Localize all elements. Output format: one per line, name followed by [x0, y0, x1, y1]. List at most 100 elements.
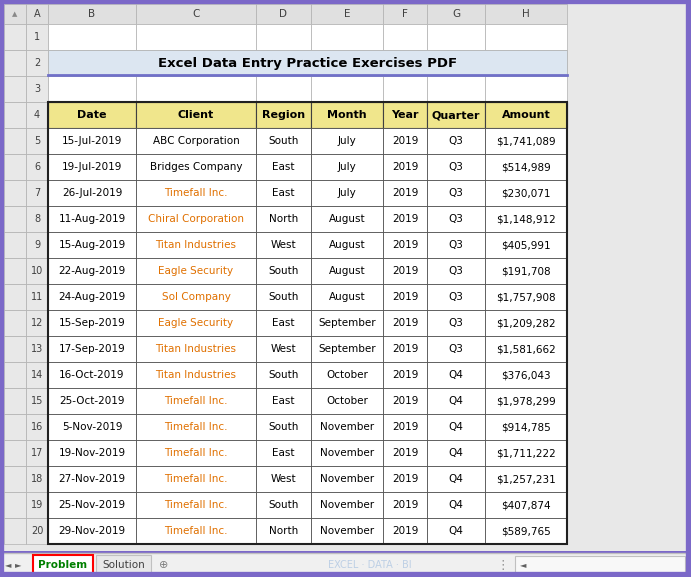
Bar — [383, 388, 427, 414]
Text: 1: 1 — [34, 32, 40, 42]
Bar — [485, 414, 567, 440]
Bar — [26, 258, 48, 284]
Bar — [4, 466, 26, 492]
Text: November: November — [320, 526, 374, 536]
Bar — [485, 258, 567, 284]
Bar — [4, 284, 26, 310]
Bar — [311, 206, 383, 232]
Bar — [485, 284, 567, 310]
Text: 3: 3 — [34, 84, 40, 94]
Text: October: October — [326, 396, 368, 406]
Bar — [26, 310, 48, 336]
Bar — [48, 128, 136, 154]
Bar — [136, 310, 256, 336]
Text: East: East — [272, 396, 295, 406]
Bar — [26, 180, 48, 206]
Text: 2019: 2019 — [392, 292, 418, 302]
Bar — [427, 336, 485, 362]
Text: August: August — [329, 292, 366, 302]
Text: Q3: Q3 — [448, 292, 464, 302]
Bar — [427, 258, 485, 284]
Bar — [383, 76, 427, 102]
Bar — [427, 440, 485, 466]
Bar — [256, 310, 311, 336]
Bar — [136, 388, 256, 414]
Text: ⊕: ⊕ — [160, 560, 169, 571]
Bar — [136, 154, 256, 180]
Text: Date: Date — [77, 110, 106, 120]
Bar — [256, 102, 311, 128]
Text: Q3: Q3 — [448, 266, 464, 276]
Bar — [136, 336, 256, 362]
Text: West: West — [271, 240, 296, 250]
Text: 4: 4 — [34, 110, 40, 120]
Text: 29-Nov-2019: 29-Nov-2019 — [59, 526, 126, 536]
Bar — [256, 24, 311, 50]
Text: 15-Sep-2019: 15-Sep-2019 — [59, 318, 125, 328]
Text: D: D — [279, 9, 287, 19]
Bar — [383, 154, 427, 180]
Text: ▲: ▲ — [12, 11, 18, 17]
Bar — [485, 232, 567, 258]
Text: 2019: 2019 — [392, 370, 418, 380]
Bar — [427, 466, 485, 492]
Text: 5: 5 — [34, 136, 40, 146]
Bar — [427, 76, 485, 102]
Bar — [485, 206, 567, 232]
Bar — [311, 232, 383, 258]
Bar — [311, 362, 383, 388]
Bar — [311, 154, 383, 180]
Text: E: E — [343, 9, 350, 19]
Bar — [4, 310, 26, 336]
Text: 2019: 2019 — [392, 162, 418, 172]
Bar — [383, 180, 427, 206]
Text: 2019: 2019 — [392, 474, 418, 484]
Bar — [383, 4, 427, 24]
Bar — [311, 102, 383, 128]
Bar — [485, 310, 567, 336]
Bar — [311, 76, 383, 102]
Text: East: East — [272, 318, 295, 328]
Bar — [311, 388, 383, 414]
Bar — [311, 492, 383, 518]
Text: South: South — [268, 370, 299, 380]
Text: Bridges Company: Bridges Company — [150, 162, 243, 172]
Bar — [427, 154, 485, 180]
Bar — [136, 310, 256, 336]
Text: 17: 17 — [31, 448, 43, 458]
Text: $191,708: $191,708 — [501, 266, 551, 276]
Bar — [256, 414, 311, 440]
Bar — [136, 180, 256, 206]
Bar — [485, 492, 567, 518]
Text: $407,874: $407,874 — [501, 500, 551, 510]
Bar — [427, 24, 485, 50]
Text: November: November — [320, 422, 374, 432]
Text: 26-Jul-2019: 26-Jul-2019 — [61, 188, 122, 198]
Text: November: November — [320, 500, 374, 510]
Bar — [48, 362, 136, 388]
Text: 19-Nov-2019: 19-Nov-2019 — [59, 448, 126, 458]
Bar — [427, 180, 485, 206]
Bar — [256, 128, 311, 154]
Bar — [311, 128, 383, 154]
Text: 14: 14 — [31, 370, 43, 380]
Text: ►: ► — [15, 560, 21, 569]
Bar — [485, 258, 567, 284]
Bar — [48, 466, 136, 492]
Bar — [256, 206, 311, 232]
Text: July: July — [338, 162, 357, 172]
Bar — [26, 50, 48, 76]
Bar — [485, 440, 567, 466]
Bar — [485, 362, 567, 388]
Bar — [256, 284, 311, 310]
Text: $514,989: $514,989 — [501, 162, 551, 172]
Text: $1,741,089: $1,741,089 — [496, 136, 556, 146]
Bar — [383, 414, 427, 440]
Bar — [48, 102, 136, 128]
Bar — [311, 102, 383, 128]
Text: Timefall Inc.: Timefall Inc. — [164, 526, 228, 536]
Bar — [256, 388, 311, 414]
Bar — [485, 284, 567, 310]
Bar — [383, 232, 427, 258]
Bar — [427, 466, 485, 492]
